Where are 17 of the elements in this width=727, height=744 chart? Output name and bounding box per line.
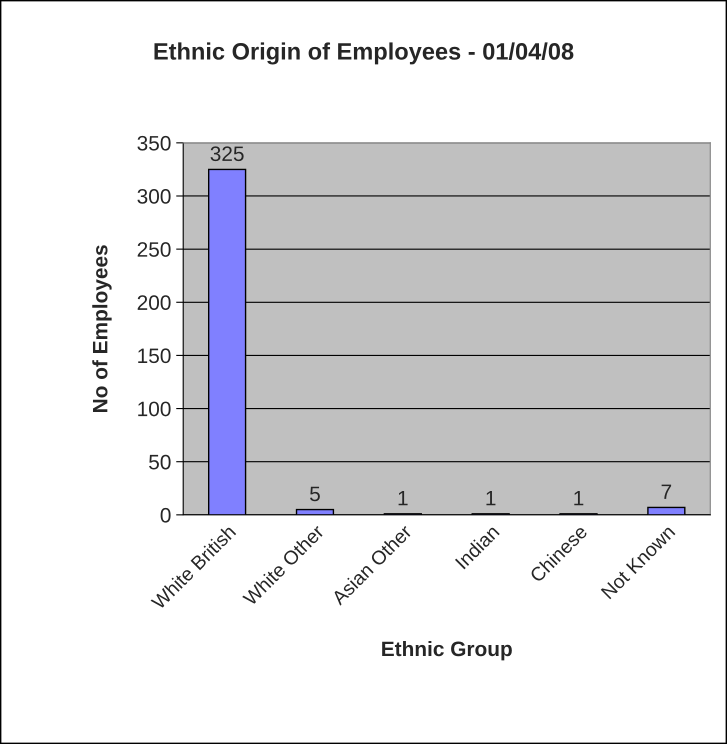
data-label: 1	[574, 490, 584, 506]
y-axis-title: No of Employees	[92, 245, 112, 412]
y-tick-label: 50	[149, 454, 171, 470]
y-tick-label: 250	[138, 242, 171, 257]
y-tick-label: 300	[137, 188, 171, 204]
chart-title: Ethnic Origin of Employees - 01/04/08	[154, 42, 574, 65]
data-label: 7	[662, 484, 672, 499]
data-label: 1	[398, 490, 408, 506]
y-tick-label: 200	[138, 295, 171, 310]
y-tick-label: 350	[137, 136, 171, 151]
data-label: 5	[310, 486, 320, 502]
x-axis-title: Ethnic Group	[382, 640, 512, 660]
y-tick-label: 150	[138, 348, 171, 364]
data-label: 325	[210, 146, 244, 162]
y-tick-label: 0	[160, 508, 171, 523]
y-tick-label: 100	[138, 402, 171, 416]
data-label: 1	[486, 490, 496, 506]
